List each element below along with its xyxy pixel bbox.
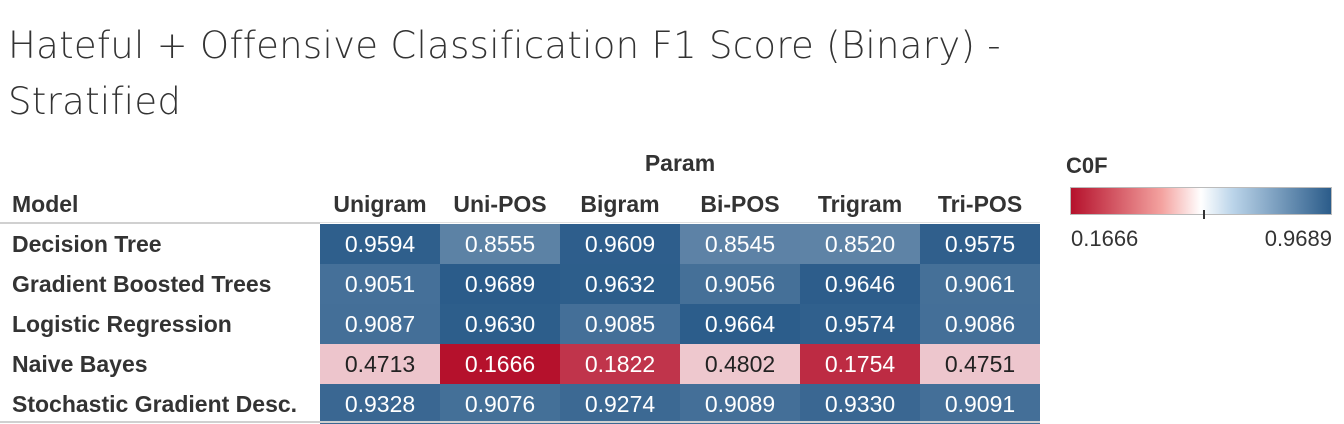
column-header: Unigram	[333, 191, 427, 217]
table-row: Stochastic Gradient Desc. 0.9328 0.9076 0.9…	[0, 384, 1040, 424]
heatmap-cell: 0.4751	[920, 344, 1040, 384]
column-header: Trigram	[817, 191, 903, 217]
heatmap-cell: 0.9594	[320, 224, 440, 264]
header-divider-cells	[320, 222, 1040, 223]
heatmap-cell: 0.9689	[440, 264, 560, 304]
column-header: Tri-POS	[937, 191, 1023, 217]
legend-max-label: 0.9689	[1264, 226, 1332, 251]
heatmap-cell: 0.9087	[320, 304, 440, 344]
heatmap-cell: 0.9076	[440, 384, 560, 424]
column-header: Bigram	[580, 191, 660, 217]
heatmap-cell: 0.1754	[800, 344, 920, 384]
heatmap-cell: 0.8555	[440, 224, 560, 264]
row-label: Decision Tree	[12, 231, 162, 257]
column-headers: Unigram Uni-POS Bigram Bi-POS Trigram Tri-POS	[320, 191, 1040, 221]
heatmap-cell: 0.9061	[920, 264, 1040, 304]
column-header: Bi-POS	[700, 191, 780, 217]
row-label: Naive Bayes	[12, 351, 148, 377]
header-divider	[0, 222, 320, 224]
heatmap-cell: 0.9274	[560, 384, 680, 424]
chart-title: Hateful + Offensive Classification F1 Sc…	[8, 24, 1001, 123]
column-group-header: Param	[644, 150, 716, 176]
bottom-divider	[0, 421, 1040, 423]
heatmap-cell: 0.4802	[680, 344, 800, 384]
heatmap-cell: 0.9056	[680, 264, 800, 304]
row-label: Gradient Boosted Trees	[12, 271, 272, 297]
legend-min-label: 0.1666	[1071, 226, 1139, 251]
row-cells: 0.9087 0.9630 0.9085 0.9664 0.9574 0.9086	[320, 304, 1040, 344]
heatmap-cell: 0.9051	[320, 264, 440, 304]
legend-color-scale	[1070, 187, 1332, 215]
table-row: Naive Bayes 0.4713 0.1666 0.1822 0.4802 0.175…	[0, 344, 1040, 384]
heatmap-cell: 0.9609	[560, 224, 680, 264]
row-label: Stochastic Gradient Desc.	[12, 391, 298, 417]
table-row: Decision Tree 0.9594 0.8555 0.9609 0.8545 0.8…	[0, 224, 1040, 264]
heatmap-cell: 0.8545	[680, 224, 800, 264]
heatmap-cell: 0.9330	[800, 384, 920, 424]
heatmap-cell: 0.9646	[800, 264, 920, 304]
legend-title: C0F	[1066, 153, 1108, 178]
heatmap-cell: 0.1822	[560, 344, 680, 384]
heatmap-cell: 0.9630	[440, 304, 560, 344]
row-header: Model	[12, 191, 79, 217]
heatmap-cell: 0.9091	[920, 384, 1040, 424]
heatmap-cell: 0.9085	[560, 304, 680, 344]
heatmap-cell: 0.9575	[920, 224, 1040, 264]
table-row: Logistic Regression 0.9087 0.9630 0.9085 0.9…	[0, 304, 1040, 344]
row-cells: 0.9051 0.9689 0.9632 0.9056 0.9646 0.9061	[320, 264, 1040, 304]
heatmap-cell: 0.9574	[800, 304, 920, 344]
row-label: Logistic Regression	[12, 311, 232, 337]
heatmap-cell: 0.8520	[800, 224, 920, 264]
table-row: Gradient Boosted Trees 0.9051 0.9689 0.9632…	[0, 264, 1040, 304]
column-header: Uni-POS	[453, 191, 547, 217]
heatmap-cell: 0.9632	[560, 264, 680, 304]
heatmap-cell: 0.4713	[320, 344, 440, 384]
heatmap-cell: 0.9664	[680, 304, 800, 344]
heatmap-cell: 0.9328	[320, 384, 440, 424]
heatmap-cell: 0.9089	[680, 384, 800, 424]
row-cells: 0.9594 0.8555 0.9609 0.8545 0.8520 0.9575	[320, 224, 1040, 264]
row-cells: 0.9328 0.9076 0.9274 0.9089 0.9330 0.9091	[320, 384, 1040, 424]
heatmap-cell: 0.9086	[920, 304, 1040, 344]
legend-center-tick	[1203, 210, 1205, 219]
row-cells: 0.4713 0.1666 0.1822 0.4802 0.1754 0.4751	[320, 344, 1040, 384]
heatmap-cell: 0.1666	[440, 344, 560, 384]
